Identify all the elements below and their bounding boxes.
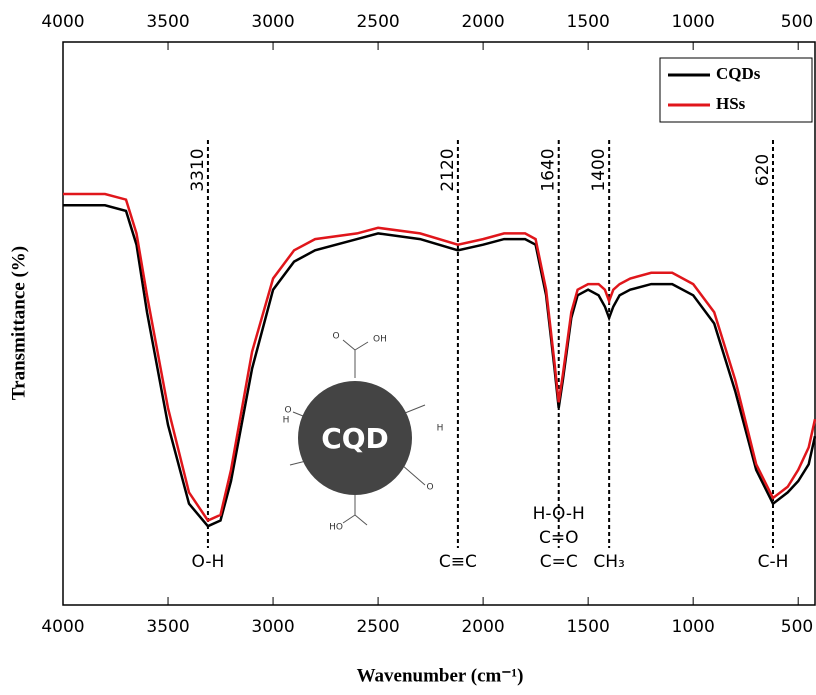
legend-box (659, 57, 813, 123)
group-label: C=C (540, 552, 578, 572)
peak-label: 3310 (188, 148, 208, 191)
group-label: O (332, 332, 339, 342)
x-tick-label-top: 2500 (356, 12, 399, 32)
x-tick-label-top: 2000 (461, 12, 504, 32)
bond (354, 514, 368, 526)
x-tick-label: 500 (781, 617, 813, 637)
bond (401, 464, 426, 486)
x-tick-label-top: 500 (781, 12, 813, 32)
x-tick-label: 1500 (567, 617, 610, 637)
legend-label: HSs (716, 94, 746, 113)
group-label: O-H (192, 552, 225, 572)
legend-label: CQDs (716, 64, 761, 83)
cqd-core (298, 381, 412, 495)
group-label: HO (329, 523, 343, 533)
peak-label: 1640 (539, 148, 559, 191)
group-label: OH (373, 335, 387, 345)
legend: CQDs HSs (659, 57, 813, 123)
bond (342, 514, 356, 524)
bond (354, 341, 369, 351)
x-tick-label: 2500 (356, 617, 399, 637)
group-label: C-H (758, 552, 789, 572)
x-tick-label-top: 1500 (567, 12, 610, 32)
group-label: H (437, 424, 444, 434)
series-line (63, 192, 816, 523)
x-axis-label: Wavenumber (cm⁻¹) (357, 665, 524, 686)
x-tick-label-top: 3500 (146, 12, 189, 32)
bond (342, 339, 356, 351)
x-tick-label-top: 3000 (251, 12, 294, 32)
x-tick-label: 2000 (461, 617, 504, 637)
cqd-label: CQD (321, 422, 389, 455)
group-label: CH₃ (593, 552, 624, 572)
x-tick-label: 3500 (146, 617, 189, 637)
group-label: H (283, 416, 290, 426)
group-label: O (284, 406, 291, 416)
group-label: C≡C (439, 552, 477, 572)
peak-label: 2120 (438, 148, 458, 191)
y-axis-label: Transmittance (%) (8, 246, 29, 400)
group-label: C=O (539, 528, 579, 548)
x-tick-label-top: 4000 (41, 12, 84, 32)
group-label: O (426, 483, 433, 493)
plot-frame (62, 41, 816, 606)
cqd-illustration: CQD OH O H O H O HO (283, 332, 444, 533)
x-tick-label: 1000 (672, 617, 715, 637)
peak-label: 620 (753, 154, 773, 186)
x-tick-label-top: 1000 (672, 12, 715, 32)
series-line (63, 204, 816, 528)
group-label: H-O-H (533, 504, 585, 524)
x-tick-label: 3000 (251, 617, 294, 637)
peak-label: 1400 (589, 148, 609, 191)
x-tick-label: 4000 (41, 617, 84, 637)
